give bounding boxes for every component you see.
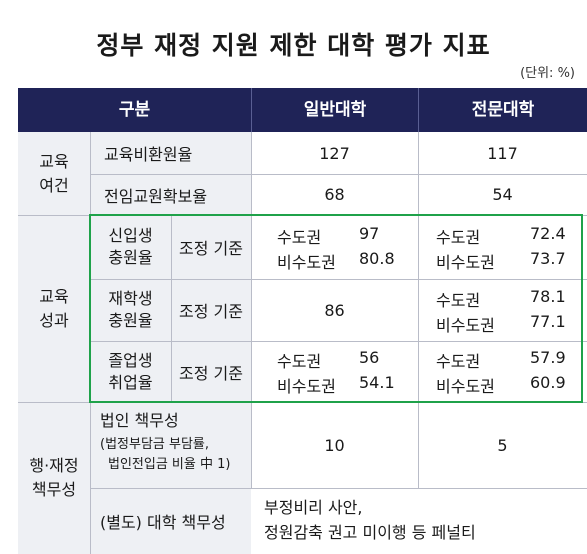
row-label: 법인 책무성 (법정부담금 부담률, 법인전입금 비율 中 1) — [100, 410, 250, 486]
value-college: 117 — [487, 143, 518, 163]
section-label: 교육 — [39, 286, 69, 306]
row-label: 전임교원확보율 — [104, 186, 208, 206]
row-label: 졸업생 취업율 — [90, 341, 171, 402]
row-label-line: 신입생 — [108, 226, 153, 245]
value-general: 127 — [319, 143, 350, 163]
header-divider — [251, 88, 252, 132]
region-label: 수도권 — [277, 228, 322, 247]
region-value: 60.9 — [530, 373, 566, 392]
row-label-note: 법인전입금 비율 中 1) — [108, 457, 231, 472]
row-label: 교육비환원율 — [104, 145, 193, 164]
header-college: 전문대학 — [471, 100, 535, 120]
col-divider — [251, 132, 252, 488]
value-college: 수도권 57.9 비수도권 60.9 — [418, 341, 587, 402]
header-general: 일반대학 — [303, 100, 367, 120]
row-label-line: 졸업생 — [108, 350, 153, 370]
label-column-bg — [90, 132, 251, 554]
header-category: 구분 — [118, 100, 151, 120]
separate-value: 부정비리 사안, 정원감축 권고 미이행 등 페널티 — [264, 495, 584, 545]
row-label: 신입생 충원율 — [90, 215, 171, 279]
col-divider — [171, 215, 172, 402]
table-header: 구분 일반대학 전문대학 — [18, 88, 587, 132]
row-divider — [90, 279, 587, 280]
region-label: 비수도권 — [277, 253, 336, 272]
row-label-main: 법인 책무성 — [100, 411, 179, 430]
section-edu-result: 교육 성과 — [18, 215, 90, 402]
value-college: 수도권 78.1 비수도권 77.1 — [418, 279, 587, 341]
row-divider — [90, 488, 587, 489]
region-value: 78.1 — [530, 287, 566, 306]
row-label-line: 취업율 — [108, 372, 153, 392]
region-label: 비수도권 — [277, 377, 336, 396]
unit-label: (단위: %) — [520, 66, 575, 81]
region-value: 77.1 — [530, 312, 566, 331]
section-column-bg — [18, 132, 90, 554]
value-general: 수도권 56 비수도권 54.1 — [251, 341, 418, 402]
section-responsibility: 행·재정 책무성 — [18, 402, 90, 554]
section-label: 행·재정 — [29, 456, 79, 475]
section-label: 교육 — [39, 151, 69, 171]
separate-value-line: 부정비리 사안, — [264, 498, 363, 517]
value-general: 86 — [324, 300, 345, 320]
region-label: 비수도권 — [436, 253, 495, 272]
value-college: 수도권 72.4 비수도권 73.7 — [418, 215, 587, 279]
row-label: 재학생 충원율 — [90, 279, 171, 341]
row-label-line: 충원율 — [108, 248, 153, 267]
region-label: 수도권 — [436, 228, 481, 247]
section-label: 책무성 — [31, 480, 77, 499]
section-label: 여건 — [39, 175, 69, 195]
highlight-box — [89, 214, 583, 403]
basis-label: 조정 기준 — [179, 363, 243, 383]
region-value: 56 — [359, 348, 380, 367]
region-label: 비수도권 — [436, 316, 495, 335]
value-college: 5 — [497, 435, 508, 455]
value-general: 수도권 97 비수도권 80.8 — [251, 215, 418, 279]
row-label: (별도) 대학 책무성 — [100, 513, 226, 532]
region-label: 수도권 — [277, 352, 322, 371]
row-label-line: 충원율 — [108, 311, 153, 330]
value-general: 10 — [324, 435, 345, 455]
basis-label: 조정 기준 — [179, 302, 243, 321]
region-value: 57.9 — [530, 348, 566, 367]
region-label: 수도권 — [436, 352, 481, 371]
row-divider — [90, 341, 587, 342]
section-edu-env: 교육 여건 — [18, 132, 90, 215]
page-title: 정부 재정 지원 제한 대학 평가 지표 — [96, 31, 491, 60]
row-divider — [90, 174, 587, 175]
region-value: 72.4 — [530, 224, 566, 243]
region-value: 80.8 — [359, 249, 395, 268]
section-label: 성과 — [39, 310, 69, 330]
header-divider — [418, 88, 419, 132]
region-value: 97 — [359, 224, 380, 243]
row-label-line: 재학생 — [108, 289, 153, 308]
basis-label: 조정 기준 — [179, 239, 243, 258]
separate-value-line: 정원감축 권고 미이행 등 페널티 — [264, 523, 476, 542]
region-label: 비수도권 — [436, 377, 495, 396]
col-divider — [418, 132, 419, 488]
value-general: 68 — [324, 185, 345, 204]
region-value: 54.1 — [359, 373, 395, 392]
value-college: 54 — [492, 185, 513, 204]
region-value: 73.7 — [530, 249, 566, 268]
row-label-note: (법정부담금 부담률, — [100, 437, 210, 452]
region-label: 수도권 — [436, 291, 481, 310]
